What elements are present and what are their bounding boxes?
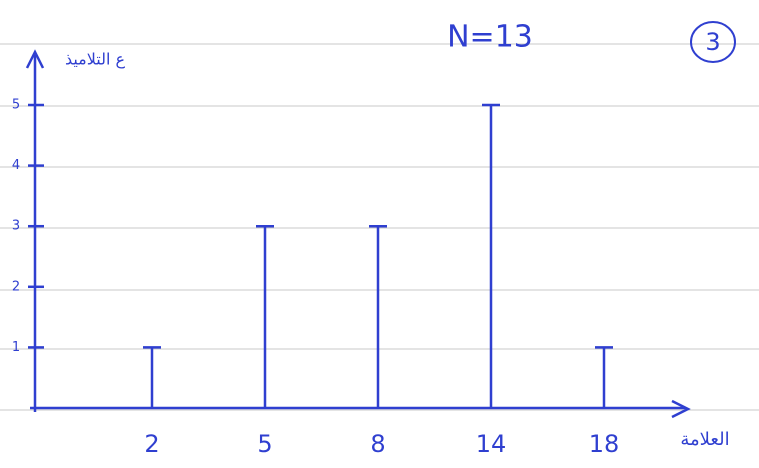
x-tick-label: 5 [257, 430, 272, 458]
x-tick-label: 14 [476, 430, 507, 458]
stem [482, 105, 500, 408]
stem [256, 226, 274, 408]
stem [143, 347, 161, 408]
chart: N=13 3 ع التلاميذ العلامة 1 2 3 4 5 2 5 8 14 18 [0, 0, 759, 468]
y-tick-label: 5 [12, 98, 20, 113]
y-tick-label: 3 [12, 219, 20, 234]
stem [369, 226, 387, 408]
stem [595, 347, 613, 408]
x-tick-label: 18 [589, 430, 620, 458]
chart-title: N=13 [447, 20, 533, 55]
y-tick-label: 4 [12, 158, 20, 173]
annotation: 3 [705, 28, 720, 56]
x-tick-label: 2 [144, 430, 159, 458]
x-tick-label: 8 [370, 430, 385, 458]
y-tick-label: 1 [12, 340, 20, 355]
x-axis-label: العلامة [680, 429, 729, 450]
y-tick-label: 2 [12, 279, 20, 294]
y-axis-label: ع التلاميذ [65, 50, 126, 70]
